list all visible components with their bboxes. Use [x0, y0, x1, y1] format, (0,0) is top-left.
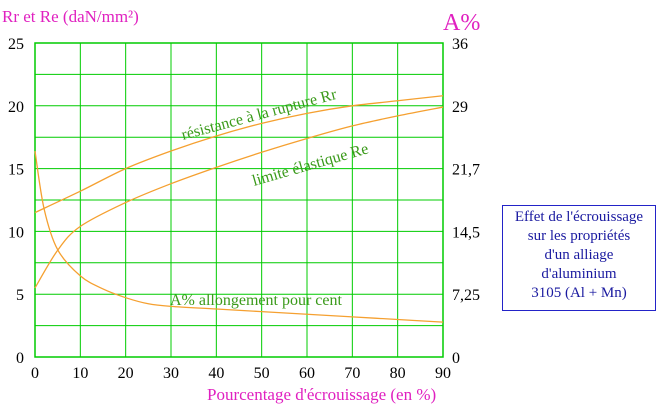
right-tick-label: 21,7: [452, 162, 480, 179]
left-tick-label: 10: [8, 224, 24, 241]
left-axis-title: Rr et Re (daN/mm²): [2, 7, 139, 26]
right-tick-label: 7,25: [452, 287, 480, 304]
x-tick-label: 0: [31, 365, 39, 382]
left-tick-label: 5: [16, 287, 24, 304]
note-line-3: d'un alliage: [544, 247, 614, 263]
left-tick-label: 25: [8, 36, 24, 53]
note-line-4: d'aluminium: [541, 266, 617, 282]
tick-labels: 0 5 10 15 20 25 0 7,25 14,5 21,7 29 36 0 10 20 30 40 50 60…: [8, 36, 480, 382]
x-tick-label: 30: [163, 365, 179, 382]
x-tick-label: 80: [390, 365, 406, 382]
x-tick-label: 40: [208, 365, 224, 382]
plot-frame: [34, 42, 444, 358]
x-tick-label: 70: [344, 365, 360, 382]
right-tick-label: 0: [452, 350, 460, 367]
x-tick-label: 10: [72, 365, 88, 382]
left-tick-label: 15: [8, 162, 24, 179]
note-line-5: 3105 (Al + Mn): [531, 285, 627, 301]
x-tick-label: 60: [299, 365, 315, 382]
x-tick-label: 50: [254, 365, 270, 382]
grid: [34, 42, 444, 358]
curves: [34, 95, 444, 323]
a-curve-label: A% allongement pour cent: [170, 292, 343, 309]
x-axis-title: Pourcentage d'écrouissage (en %): [207, 385, 436, 404]
note-line-1: Effet de l'écrouissage: [514, 209, 644, 225]
rr-curve-label: résistance à la rupture Rr: [180, 86, 340, 144]
re-curve: [34, 106, 444, 289]
x-tick-label: 90: [435, 365, 451, 382]
a-curve: [34, 151, 444, 323]
x-tick-label: 20: [118, 365, 134, 382]
note-line-2: sur les propriétés: [527, 228, 631, 244]
left-tick-label: 20: [8, 99, 24, 116]
right-axis-title: A%: [443, 10, 480, 36]
legend-note-box: Effet de l'écrouissage sur les propriété…: [502, 205, 656, 311]
right-tick-label: 29: [452, 99, 468, 116]
left-tick-label: 0: [16, 350, 24, 367]
rr-curve: [34, 95, 444, 214]
right-tick-label: 36: [452, 36, 468, 53]
right-tick-label: 14,5: [452, 224, 480, 241]
